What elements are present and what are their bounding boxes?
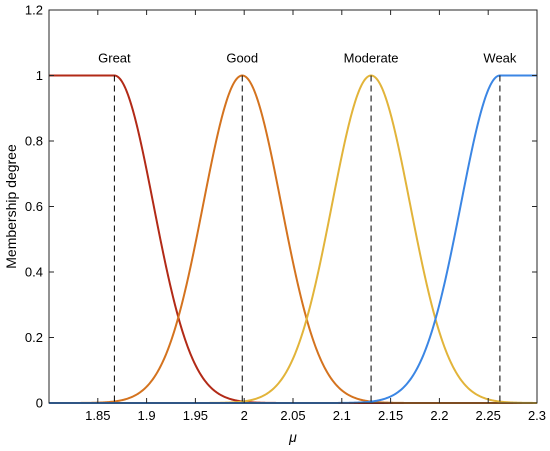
peak-label-good: Good xyxy=(226,50,258,65)
x-tick-label: 1.85 xyxy=(85,408,110,423)
x-tick-label: 2.2 xyxy=(430,408,448,423)
chart-labels: Great Good Moderate Weak 1.85 1.9 1.95 2 2.05 2.1… xyxy=(3,3,546,446)
x-tick-label: 2.15 xyxy=(378,408,403,423)
y-tick-label: 0 xyxy=(36,396,43,411)
y-tick-label: 0.4 xyxy=(25,265,43,280)
y-tick-label: 0.8 xyxy=(25,134,43,149)
x-tick-label: 1.95 xyxy=(183,408,208,423)
x-tick-label: 2.1 xyxy=(333,408,351,423)
x-tick-label: 2 xyxy=(241,408,248,423)
peak-label-weak: Weak xyxy=(483,50,516,65)
y-tick-label: 1 xyxy=(36,68,43,83)
x-tick-label: 2.05 xyxy=(280,408,305,423)
plot-area xyxy=(48,9,538,404)
x-tick-label: 1.9 xyxy=(138,408,156,423)
y-tick-label: 1.2 xyxy=(25,3,43,18)
peak-label-moderate: Moderate xyxy=(344,50,399,65)
x-tick-label: 2.3 xyxy=(528,408,546,423)
y-tick-label: 0.2 xyxy=(25,330,43,345)
x-axis-title: μ xyxy=(288,429,297,445)
chart-marks xyxy=(48,9,538,404)
peak-label-great: Great xyxy=(98,50,131,65)
x-tick-label: 2.25 xyxy=(476,408,501,423)
y-axis-title: Membership degree xyxy=(3,144,19,269)
y-tick-label: 0.6 xyxy=(25,199,43,214)
